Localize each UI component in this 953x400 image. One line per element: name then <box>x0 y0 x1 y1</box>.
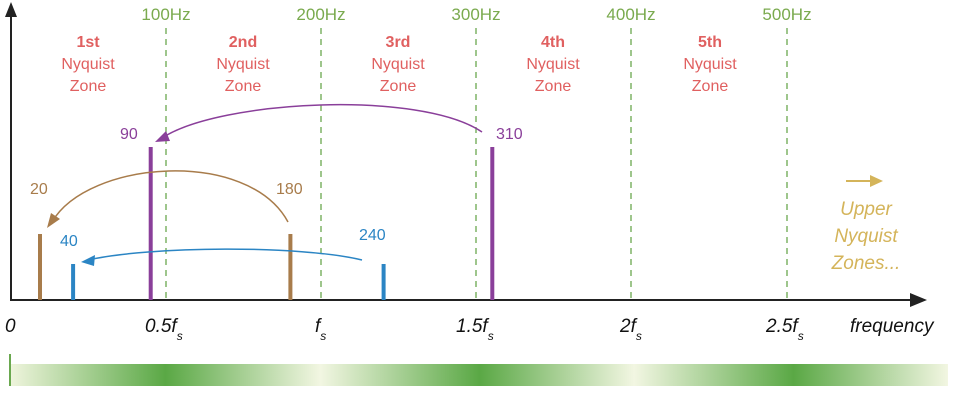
alias-arrow-brown <box>51 170 289 223</box>
x-axis-tick-labels: 0 0.5fs fs 1.5fs 2fs 2.5fs frequency <box>5 316 935 343</box>
alias-arrow-blue-head-icon <box>81 255 95 266</box>
signal-labels: 20 180 40 240 90 310 <box>30 126 523 250</box>
tick-label-0-5fs: 0.5fs <box>145 316 183 343</box>
spectral-lines <box>38 147 495 300</box>
zone-label-3: 3rd Nyquist Zone <box>371 34 425 95</box>
nyquist-gradient-band <box>11 364 948 386</box>
zone-word-nyquist: Nyquist <box>683 56 737 73</box>
alias-arrow-purple-head-icon <box>155 131 170 142</box>
alias-arrow-purple <box>161 104 483 139</box>
upper-note-arrow-icon <box>870 175 883 187</box>
tick-label-fs: fs <box>315 316 326 343</box>
signal-label-40: 40 <box>60 233 78 250</box>
alias-arrows <box>47 104 483 266</box>
signal-label-310: 310 <box>496 126 523 143</box>
tick-label-2-5fs: 2.5fs <box>765 316 804 343</box>
y-axis-arrow-icon <box>5 2 17 17</box>
signal-label-90: 90 <box>120 126 138 143</box>
alias-arrow-brown-head-icon <box>47 213 60 228</box>
freq-label-200hz: 200Hz <box>296 5 345 24</box>
upper-note-line-3: Zones... <box>831 253 901 274</box>
zone-word-nyquist: Nyquist <box>371 56 425 73</box>
zone-number: 2nd <box>229 34 257 51</box>
signal-label-20: 20 <box>30 181 48 198</box>
zone-label-1: 1st Nyquist Zone <box>61 34 115 95</box>
tick-label-0: 0 <box>5 316 16 337</box>
x-axis-label: frequency <box>850 316 935 337</box>
freq-label-500hz: 500Hz <box>762 5 811 24</box>
zone-label-4: 4th Nyquist Zone <box>526 34 580 95</box>
zone-word-zone: Zone <box>692 78 729 95</box>
zone-word-nyquist: Nyquist <box>526 56 580 73</box>
freq-label-400hz: 400Hz <box>606 5 655 24</box>
frequency-labels: 100Hz 200Hz 300Hz 400Hz 500Hz <box>141 5 811 24</box>
tick-label-1-5fs: 1.5fs <box>456 316 494 343</box>
signal-label-240: 240 <box>359 227 386 244</box>
zone-number: 5th <box>698 34 722 51</box>
zone-number: 4th <box>541 34 565 51</box>
nyquist-zone-labels: 1st Nyquist Zone 2nd Nyquist Zone 3rd Ny… <box>61 34 737 95</box>
upper-note-line-1: Upper <box>840 199 892 220</box>
signal-label-180: 180 <box>276 181 303 198</box>
alias-arrow-blue <box>87 248 363 261</box>
tick-label-2fs: 2fs <box>619 316 642 343</box>
axes <box>5 2 927 307</box>
freq-label-300hz: 300Hz <box>451 5 500 24</box>
x-axis-arrow-icon <box>910 293 927 307</box>
upper-nyquist-note: Upper Nyquist Zones... <box>831 175 901 274</box>
upper-note-line-2: Nyquist <box>834 226 898 247</box>
zone-word-zone: Zone <box>380 78 417 95</box>
zone-label-5: 5th Nyquist Zone <box>683 34 737 95</box>
zone-word-nyquist: Nyquist <box>61 56 115 73</box>
zone-word-zone: Zone <box>535 78 572 95</box>
freq-label-100hz: 100Hz <box>141 5 190 24</box>
zone-word-zone: Zone <box>70 78 107 95</box>
zone-word-nyquist: Nyquist <box>216 56 270 73</box>
zone-dividers <box>165 28 788 300</box>
zone-number: 1st <box>76 34 100 51</box>
zone-label-2: 2nd Nyquist Zone <box>216 34 270 95</box>
zone-word-zone: Zone <box>225 78 262 95</box>
zone-number: 3rd <box>386 34 411 51</box>
